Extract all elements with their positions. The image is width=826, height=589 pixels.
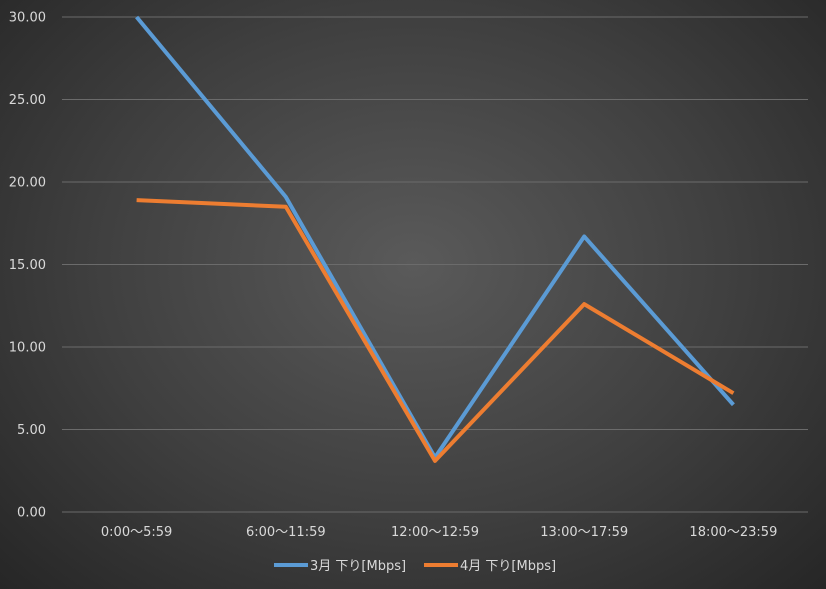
x-tick-label: 6:00～11:59 bbox=[246, 525, 326, 540]
y-tick-label: 30.00 bbox=[9, 11, 46, 26]
legend-label: 4月 下り[Mbps] bbox=[460, 559, 556, 574]
series-line-1 bbox=[135, 15, 735, 460]
y-tick-label: 0.00 bbox=[17, 506, 46, 521]
y-tick-label: 5.00 bbox=[17, 423, 46, 438]
series-lines bbox=[135, 15, 735, 463]
x-tick-label: 0:00～5:59 bbox=[101, 525, 172, 540]
x-tick-label: 18:00～23:59 bbox=[689, 525, 777, 540]
legend: 3月 下り[Mbps] 4月 下り[Mbps] bbox=[274, 559, 556, 574]
y-axis-tick-labels: 0.00 5.00 10.00 15.00 20.00 25.00 30.00 bbox=[9, 11, 46, 521]
y-tick-label: 10.00 bbox=[9, 341, 46, 356]
x-tick-label: 12:00～12:59 bbox=[391, 525, 479, 540]
gridlines bbox=[62, 16, 808, 513]
x-tick-label: 13:00～17:59 bbox=[540, 525, 628, 540]
legend-label: 3月 下り[Mbps] bbox=[310, 559, 406, 574]
series-line-2 bbox=[136, 198, 735, 463]
y-tick-label: 20.00 bbox=[9, 176, 46, 191]
y-tick-label: 15.00 bbox=[9, 258, 46, 273]
y-tick-label: 25.00 bbox=[9, 93, 46, 108]
x-axis-tick-labels: 0:00～5:59 6:00～11:59 12:00～12:59 13:00～17:5… bbox=[101, 525, 777, 540]
